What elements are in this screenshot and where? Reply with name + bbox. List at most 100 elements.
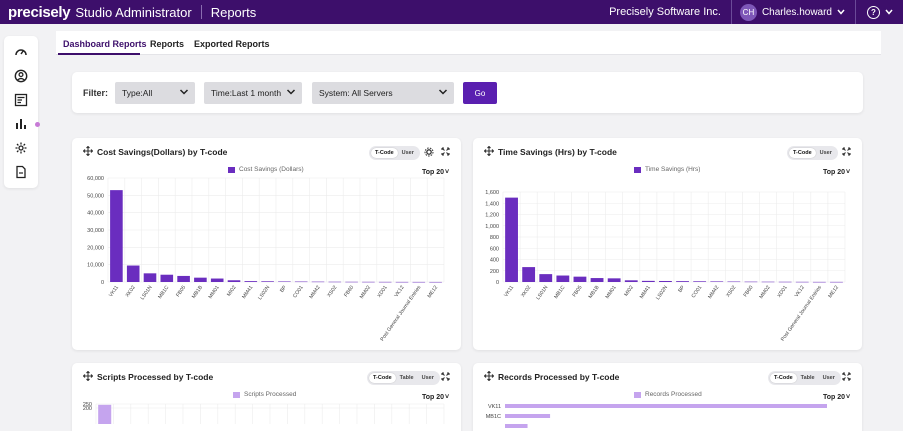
expand-icon[interactable] (441, 147, 450, 156)
help-icon[interactable]: ? (867, 5, 880, 19)
legend-swatch (634, 166, 641, 173)
toggle-tcode[interactable]: T-Code (789, 148, 816, 158)
nav-reports-list[interactable] (13, 92, 29, 108)
settings-icon[interactable] (424, 147, 434, 157)
top-n-select[interactable]: Top 20˅ (823, 169, 851, 176)
bar (522, 267, 536, 282)
x-tick-label: BP (677, 284, 686, 294)
x-tick-label: FB05 (175, 285, 187, 299)
bar (556, 275, 570, 282)
expand-icon[interactable] (842, 372, 851, 381)
y-tick-label: 800 (490, 235, 499, 241)
nav-settings[interactable] (13, 140, 29, 156)
tab-dashboard-reports[interactable]: Dashboard Reports (63, 39, 147, 49)
brand-logo[interactable]: precisely (8, 3, 71, 21)
y-tick-label: 1,200 (485, 213, 499, 219)
help-menu[interactable]: ? (855, 0, 903, 24)
bar (244, 281, 258, 282)
chevron-down-icon (438, 89, 448, 95)
toggle-table[interactable]: Table (399, 375, 414, 381)
chevron-down-icon[interactable] (837, 9, 845, 15)
toggle-user[interactable]: User (401, 150, 414, 156)
toggle-tcode[interactable]: T-Code (770, 373, 797, 383)
chart-legend: Records Processed (634, 391, 702, 398)
move-icon[interactable] (83, 146, 93, 156)
nav-documents[interactable] (13, 164, 29, 180)
document-icon[interactable] (14, 165, 28, 179)
toggle-user[interactable]: User (819, 150, 832, 156)
top-n-select[interactable]: Top 20˅ (422, 169, 450, 176)
chevron-down-icon[interactable]: ˅ (846, 394, 851, 401)
move-icon[interactable] (484, 371, 494, 381)
x-tick-label: MI02 (226, 285, 238, 298)
tab-exported-reports[interactable]: Exported Reports (194, 39, 270, 49)
x-tick-label: MB1B (588, 284, 601, 299)
move-icon[interactable] (484, 146, 494, 156)
filter-label: Filter: (83, 88, 109, 98)
x-tick-label: ME12 (827, 285, 840, 300)
bar-chart-icon[interactable] (14, 117, 28, 131)
x-tick-label: BP (279, 284, 288, 294)
bar (795, 281, 809, 283)
chevron-down-icon[interactable]: ˅ (445, 394, 450, 401)
time-dropdown[interactable]: Time:Last 1 month (204, 82, 302, 104)
username[interactable]: Charles.howard (761, 6, 832, 18)
avatar[interactable]: CH (739, 3, 757, 21)
x-tick-label: XK02 (520, 285, 532, 299)
type-dropdown[interactable]: Type:All (115, 82, 195, 104)
expand-icon[interactable] (441, 372, 450, 381)
bar (227, 280, 241, 282)
toggle-user[interactable]: User (822, 375, 835, 381)
x-tick-label: LS01N (140, 285, 154, 302)
bar (110, 190, 123, 282)
nav-dashboard[interactable] (13, 44, 29, 60)
legend-swatch (228, 166, 235, 173)
top-n-select[interactable]: Top 20˅ (823, 394, 851, 401)
go-button[interactable]: Go (463, 82, 497, 104)
bar (429, 281, 442, 283)
chart-legend: Cost Savings (Dollars) (228, 166, 304, 173)
bar (328, 281, 342, 283)
active-indicator (35, 122, 40, 127)
tab-reports[interactable]: Reports (150, 39, 185, 49)
bar (505, 414, 551, 418)
x-tick-label: LS02N (655, 285, 669, 302)
chevron-down-icon[interactable]: ˅ (445, 169, 450, 176)
top-n-select[interactable]: Top 20˅ (422, 394, 450, 401)
nav-users[interactable] (13, 68, 29, 84)
y-tick-label: 0 (496, 280, 499, 286)
toggle-user[interactable]: User (421, 375, 434, 381)
speedometer-icon[interactable] (14, 45, 28, 59)
y-tick-label: 30,000 (87, 228, 104, 234)
view-toggle[interactable]: T-Code User (369, 146, 420, 160)
bar (676, 281, 689, 282)
bar (160, 274, 174, 282)
bar (345, 281, 358, 283)
y-tick-label: 60,000 (87, 176, 104, 182)
view-toggle[interactable]: T-Code User (787, 146, 838, 160)
view-toggle[interactable]: T-Code Table User (768, 371, 841, 385)
bar (194, 277, 207, 282)
system-dropdown[interactable]: System: All Servers (312, 82, 454, 104)
settings-sync-icon[interactable] (14, 141, 28, 155)
records-processed-chart: VK11 MB1C (486, 404, 827, 428)
toggle-tcode[interactable]: T-Code (371, 148, 398, 158)
toggle-tcode[interactable]: T-Code (369, 373, 396, 383)
time-savings-chart: 1,600 1,400 1,200 1,000 800 600 400 200 0 VK11 XK0… (485, 190, 846, 342)
cost-savings-card: Cost Savings(Dollars) by T-code T-Code U… (72, 138, 461, 350)
toggle-table[interactable]: Table (800, 375, 815, 381)
chevron-down-icon[interactable] (885, 9, 893, 15)
bar (607, 278, 621, 282)
nav-dashboard-reports[interactable] (13, 116, 29, 132)
bar (98, 404, 112, 424)
move-icon[interactable] (83, 371, 93, 381)
report-icon[interactable] (14, 93, 28, 107)
legend-label: Scripts Processed (244, 391, 297, 398)
user-circle-icon[interactable] (14, 69, 28, 83)
chevron-down-icon[interactable]: ˅ (846, 169, 851, 176)
expand-icon[interactable] (842, 147, 851, 156)
view-toggle[interactable]: T-Code Table User (367, 371, 440, 385)
chart-legend: Time Savings (Hrs) (634, 166, 700, 173)
bar (294, 281, 308, 283)
